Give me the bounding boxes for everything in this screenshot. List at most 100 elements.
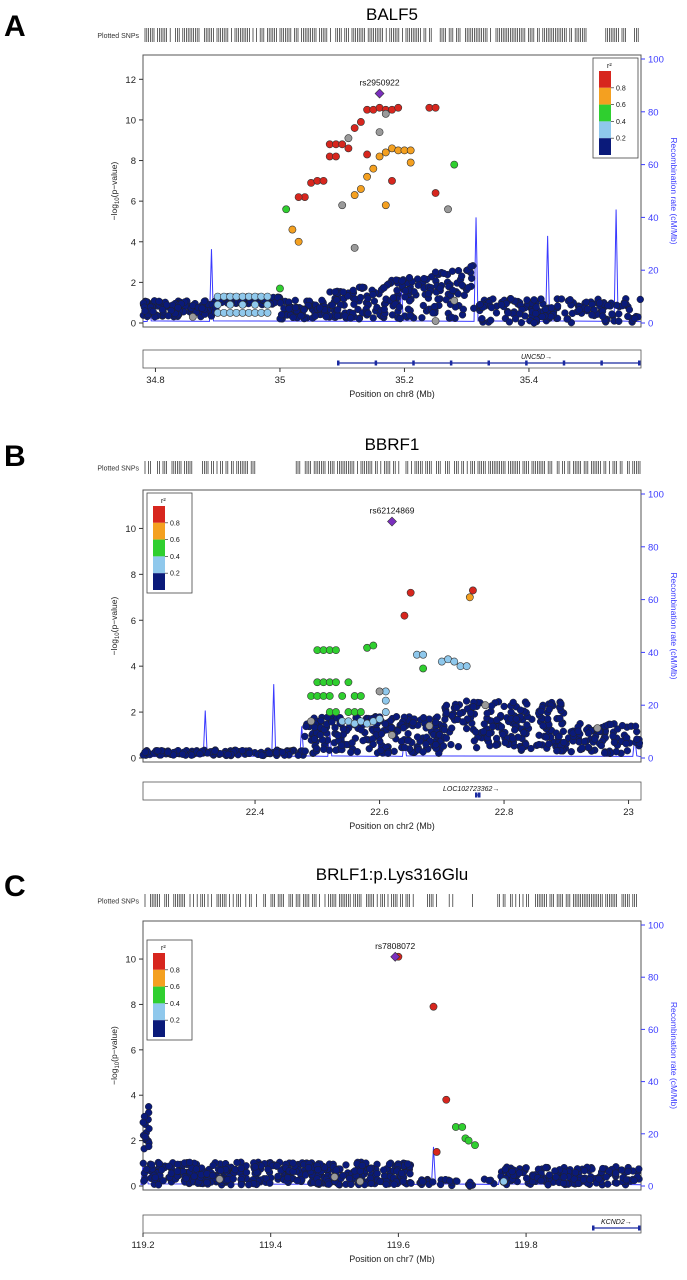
- legend-label: 0.2: [616, 136, 626, 143]
- snp-point: [332, 646, 340, 655]
- snp-point: [363, 150, 371, 159]
- snp-point: [312, 744, 321, 753]
- snp-point: [350, 300, 358, 308]
- snp-point: [436, 284, 444, 292]
- snp-point: [145, 1142, 153, 1151]
- snp-point: [398, 277, 406, 285]
- snp-point: [289, 1159, 297, 1167]
- gene-exon: [525, 360, 528, 366]
- snp-point: [233, 1158, 241, 1167]
- snp-point: [375, 715, 384, 723]
- snp-point: [450, 296, 459, 305]
- legend-swatch: [599, 121, 611, 139]
- snp-point: [359, 736, 367, 745]
- snp-point: [209, 1161, 217, 1170]
- snp-point: [499, 730, 507, 739]
- legend-swatch: [599, 87, 611, 105]
- snp-point: [344, 144, 353, 153]
- y2-tick-label: 40: [648, 1077, 659, 1088]
- snp-point: [557, 700, 565, 708]
- x-axis-label: Position on chr7 (Mb): [349, 1254, 435, 1264]
- snp-point: [285, 305, 293, 313]
- snp-point: [238, 300, 247, 309]
- snp-point: [350, 124, 359, 132]
- snp-point: [509, 698, 517, 707]
- plotted-snps-label: Plotted SNPs: [97, 899, 139, 906]
- snp-point: [348, 739, 356, 747]
- y2-tick-label: 40: [648, 648, 659, 659]
- x-axis-label: Position on chr8 (Mb): [349, 389, 435, 399]
- snp-point: [492, 309, 501, 317]
- snp-point: [430, 302, 439, 311]
- snp-point: [624, 312, 632, 321]
- gene-exon: [337, 360, 340, 366]
- series-missing: [215, 1173, 364, 1186]
- snp-point: [551, 1167, 559, 1175]
- snp-point: [224, 750, 232, 759]
- snp-point: [414, 281, 422, 289]
- y-tick-label: 6: [131, 616, 136, 627]
- legend-title: r²: [607, 63, 612, 70]
- plot-frame: [142, 54, 642, 328]
- snp-point: [314, 1165, 322, 1174]
- snp-point: [148, 1161, 156, 1169]
- snp-point: [358, 283, 367, 291]
- snp-point: [501, 738, 509, 747]
- snp-point: [631, 722, 640, 730]
- snp-point: [395, 303, 404, 311]
- x-tick-label: 23: [623, 807, 634, 818]
- snp-point: [332, 678, 340, 687]
- lead-snp-marker: [374, 88, 385, 99]
- snp-point: [574, 1179, 583, 1188]
- snp-point: [481, 701, 490, 710]
- snp-point: [545, 740, 553, 748]
- snp-point: [450, 657, 459, 666]
- snp-point: [196, 750, 204, 758]
- snp-point: [316, 304, 324, 312]
- snp-point: [618, 1166, 626, 1174]
- snp-point: [522, 1164, 530, 1172]
- gene-track: [142, 1214, 642, 1234]
- snp-point: [420, 274, 428, 283]
- snp-point: [369, 641, 378, 650]
- series-r2-0-8: [394, 952, 451, 1156]
- y2-axis-label: Recombination rate (cM/Mb): [669, 1002, 679, 1109]
- snp-point: [618, 721, 627, 730]
- snp-point: [442, 734, 451, 742]
- snp-point: [301, 1171, 310, 1179]
- snp-point: [608, 310, 616, 318]
- snp-point: [449, 286, 457, 295]
- snp-point: [537, 1177, 545, 1185]
- snp-point: [467, 709, 475, 717]
- snp-point: [532, 303, 540, 311]
- snp-point: [509, 734, 517, 743]
- snp-point: [450, 160, 459, 169]
- snp-point: [143, 1165, 151, 1173]
- snp-point: [397, 1169, 406, 1178]
- snp-point: [282, 205, 291, 214]
- snp-point: [331, 288, 339, 296]
- lead-snp-marker: [390, 951, 401, 962]
- snp-point: [151, 1173, 160, 1182]
- x-tick-label: 119.4: [259, 1240, 282, 1251]
- snp-point: [604, 1180, 612, 1188]
- y2-axis-label: Recombination rate (cM/Mb): [669, 137, 679, 244]
- y2-tick-label: 80: [648, 973, 659, 984]
- snp-point: [515, 310, 524, 318]
- snp-point: [141, 307, 149, 315]
- snp-point: [487, 303, 496, 312]
- series-r2-0-4: [451, 1123, 479, 1150]
- snp-point: [140, 1112, 149, 1121]
- snp-point: [384, 749, 392, 757]
- snp-point: [263, 300, 272, 309]
- snp-point: [505, 318, 514, 326]
- snp-point: [310, 735, 319, 743]
- plotted-snps-track: [144, 894, 637, 907]
- snp-point: [556, 714, 564, 723]
- snp-point: [539, 722, 547, 730]
- gene-exon: [638, 1225, 641, 1231]
- legend-label: 0.4: [616, 119, 626, 126]
- snp-point: [593, 724, 602, 733]
- snp-point: [406, 311, 414, 320]
- y-tick-label: 0: [131, 754, 136, 765]
